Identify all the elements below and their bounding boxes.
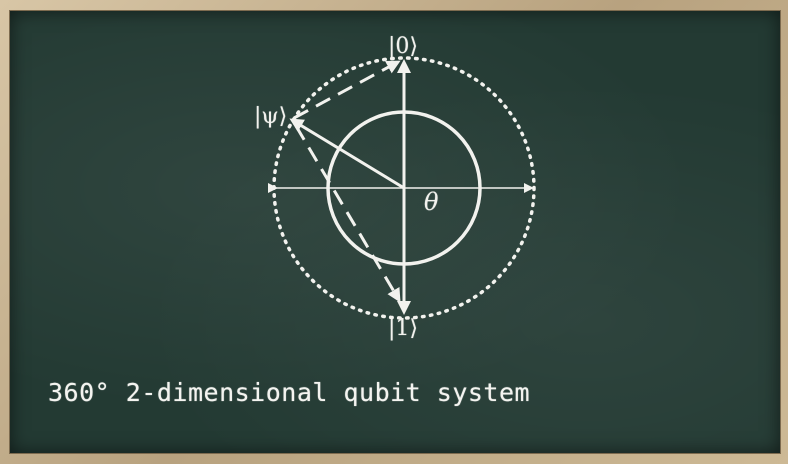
ket-zero-label: |0⟩	[388, 34, 418, 59]
ket-one-label: |1⟩	[388, 316, 418, 341]
ket-psi-label: |ψ⟩	[254, 104, 288, 129]
psi-state-vector	[289, 118, 405, 190]
chalkboard	[9, 10, 781, 454]
caption-text: 360° 2-dimensional qubit system	[48, 378, 531, 407]
theta-angle-circle	[326, 110, 482, 266]
dashed-projection-to-zero	[293, 60, 401, 120]
theta-label: θ	[424, 188, 439, 216]
dashed-projection-to-one	[294, 125, 401, 303]
